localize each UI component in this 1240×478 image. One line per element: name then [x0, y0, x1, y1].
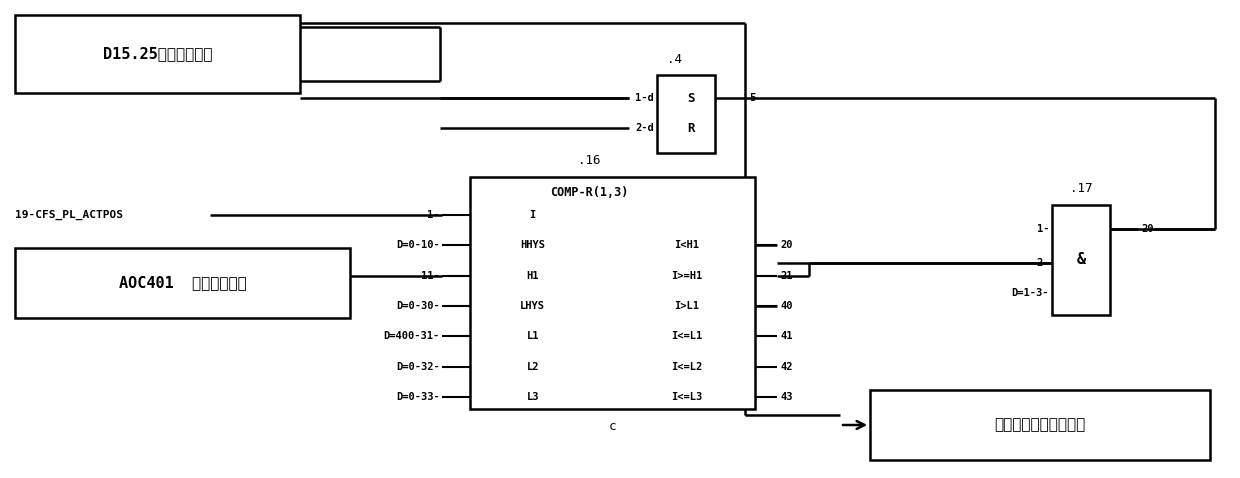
Text: 19-CFS_PL_ACTPOS: 19-CFS_PL_ACTPOS: [15, 210, 123, 220]
Text: I<=L3: I<=L3: [671, 392, 702, 402]
Text: 20: 20: [781, 240, 794, 250]
Text: 20: 20: [1142, 224, 1154, 234]
Text: L2: L2: [527, 362, 539, 372]
Text: 1-: 1-: [428, 210, 440, 220]
Text: AOC401  高度设定参数: AOC401 高度设定参数: [119, 275, 247, 291]
Text: 41: 41: [781, 331, 794, 341]
Text: I<=L1: I<=L1: [671, 331, 702, 341]
Text: 2-: 2-: [1037, 258, 1049, 268]
Text: .16: .16: [578, 153, 601, 166]
Text: I<=L2: I<=L2: [671, 362, 702, 372]
Text: R: R: [687, 121, 694, 134]
Bar: [15, 15, 300, 93]
Text: .17: .17: [1070, 183, 1092, 196]
Text: D=400-31-: D=400-31-: [383, 331, 440, 341]
Bar: [657, 75, 715, 153]
Text: COMP-R(1,3): COMP-R(1,3): [551, 186, 629, 199]
Text: 1-: 1-: [1037, 224, 1049, 234]
Text: D=1-3-: D=1-3-: [1012, 288, 1049, 298]
Bar: [870, 390, 1210, 460]
Text: 42: 42: [781, 362, 794, 372]
Text: I>=H1: I>=H1: [671, 271, 702, 281]
Bar: [15, 248, 350, 318]
Text: LHYS: LHYS: [521, 301, 546, 311]
Text: D=0-10-: D=0-10-: [397, 240, 440, 250]
Text: D=0-32-: D=0-32-: [397, 362, 440, 372]
Text: H1: H1: [527, 271, 539, 281]
Text: 5: 5: [750, 93, 756, 103]
Text: 21: 21: [781, 271, 794, 281]
Text: 1-d: 1-d: [635, 93, 653, 103]
Text: c: c: [609, 420, 616, 433]
Text: 43: 43: [781, 392, 794, 402]
Text: L1: L1: [527, 331, 539, 341]
Text: S: S: [687, 92, 694, 105]
Text: 2-d: 2-d: [635, 123, 653, 133]
Text: HHYS: HHYS: [521, 240, 546, 250]
Text: I>L1: I>L1: [675, 301, 699, 311]
Text: D15.25旗形开关信号: D15.25旗形开关信号: [103, 46, 212, 62]
Text: &: &: [1076, 252, 1085, 268]
Text: 托板快速下降启动信号: 托板快速下降启动信号: [994, 417, 1086, 433]
Text: D=0-33-: D=0-33-: [397, 392, 440, 402]
Text: 11-: 11-: [422, 271, 440, 281]
Bar: [470, 177, 755, 409]
Text: I<H1: I<H1: [675, 240, 699, 250]
Text: L3: L3: [527, 392, 539, 402]
Text: 40: 40: [781, 301, 794, 311]
Text: I: I: [529, 210, 536, 220]
Bar: [1052, 205, 1110, 315]
Text: .4: .4: [667, 53, 682, 65]
Text: D=0-30-: D=0-30-: [397, 301, 440, 311]
